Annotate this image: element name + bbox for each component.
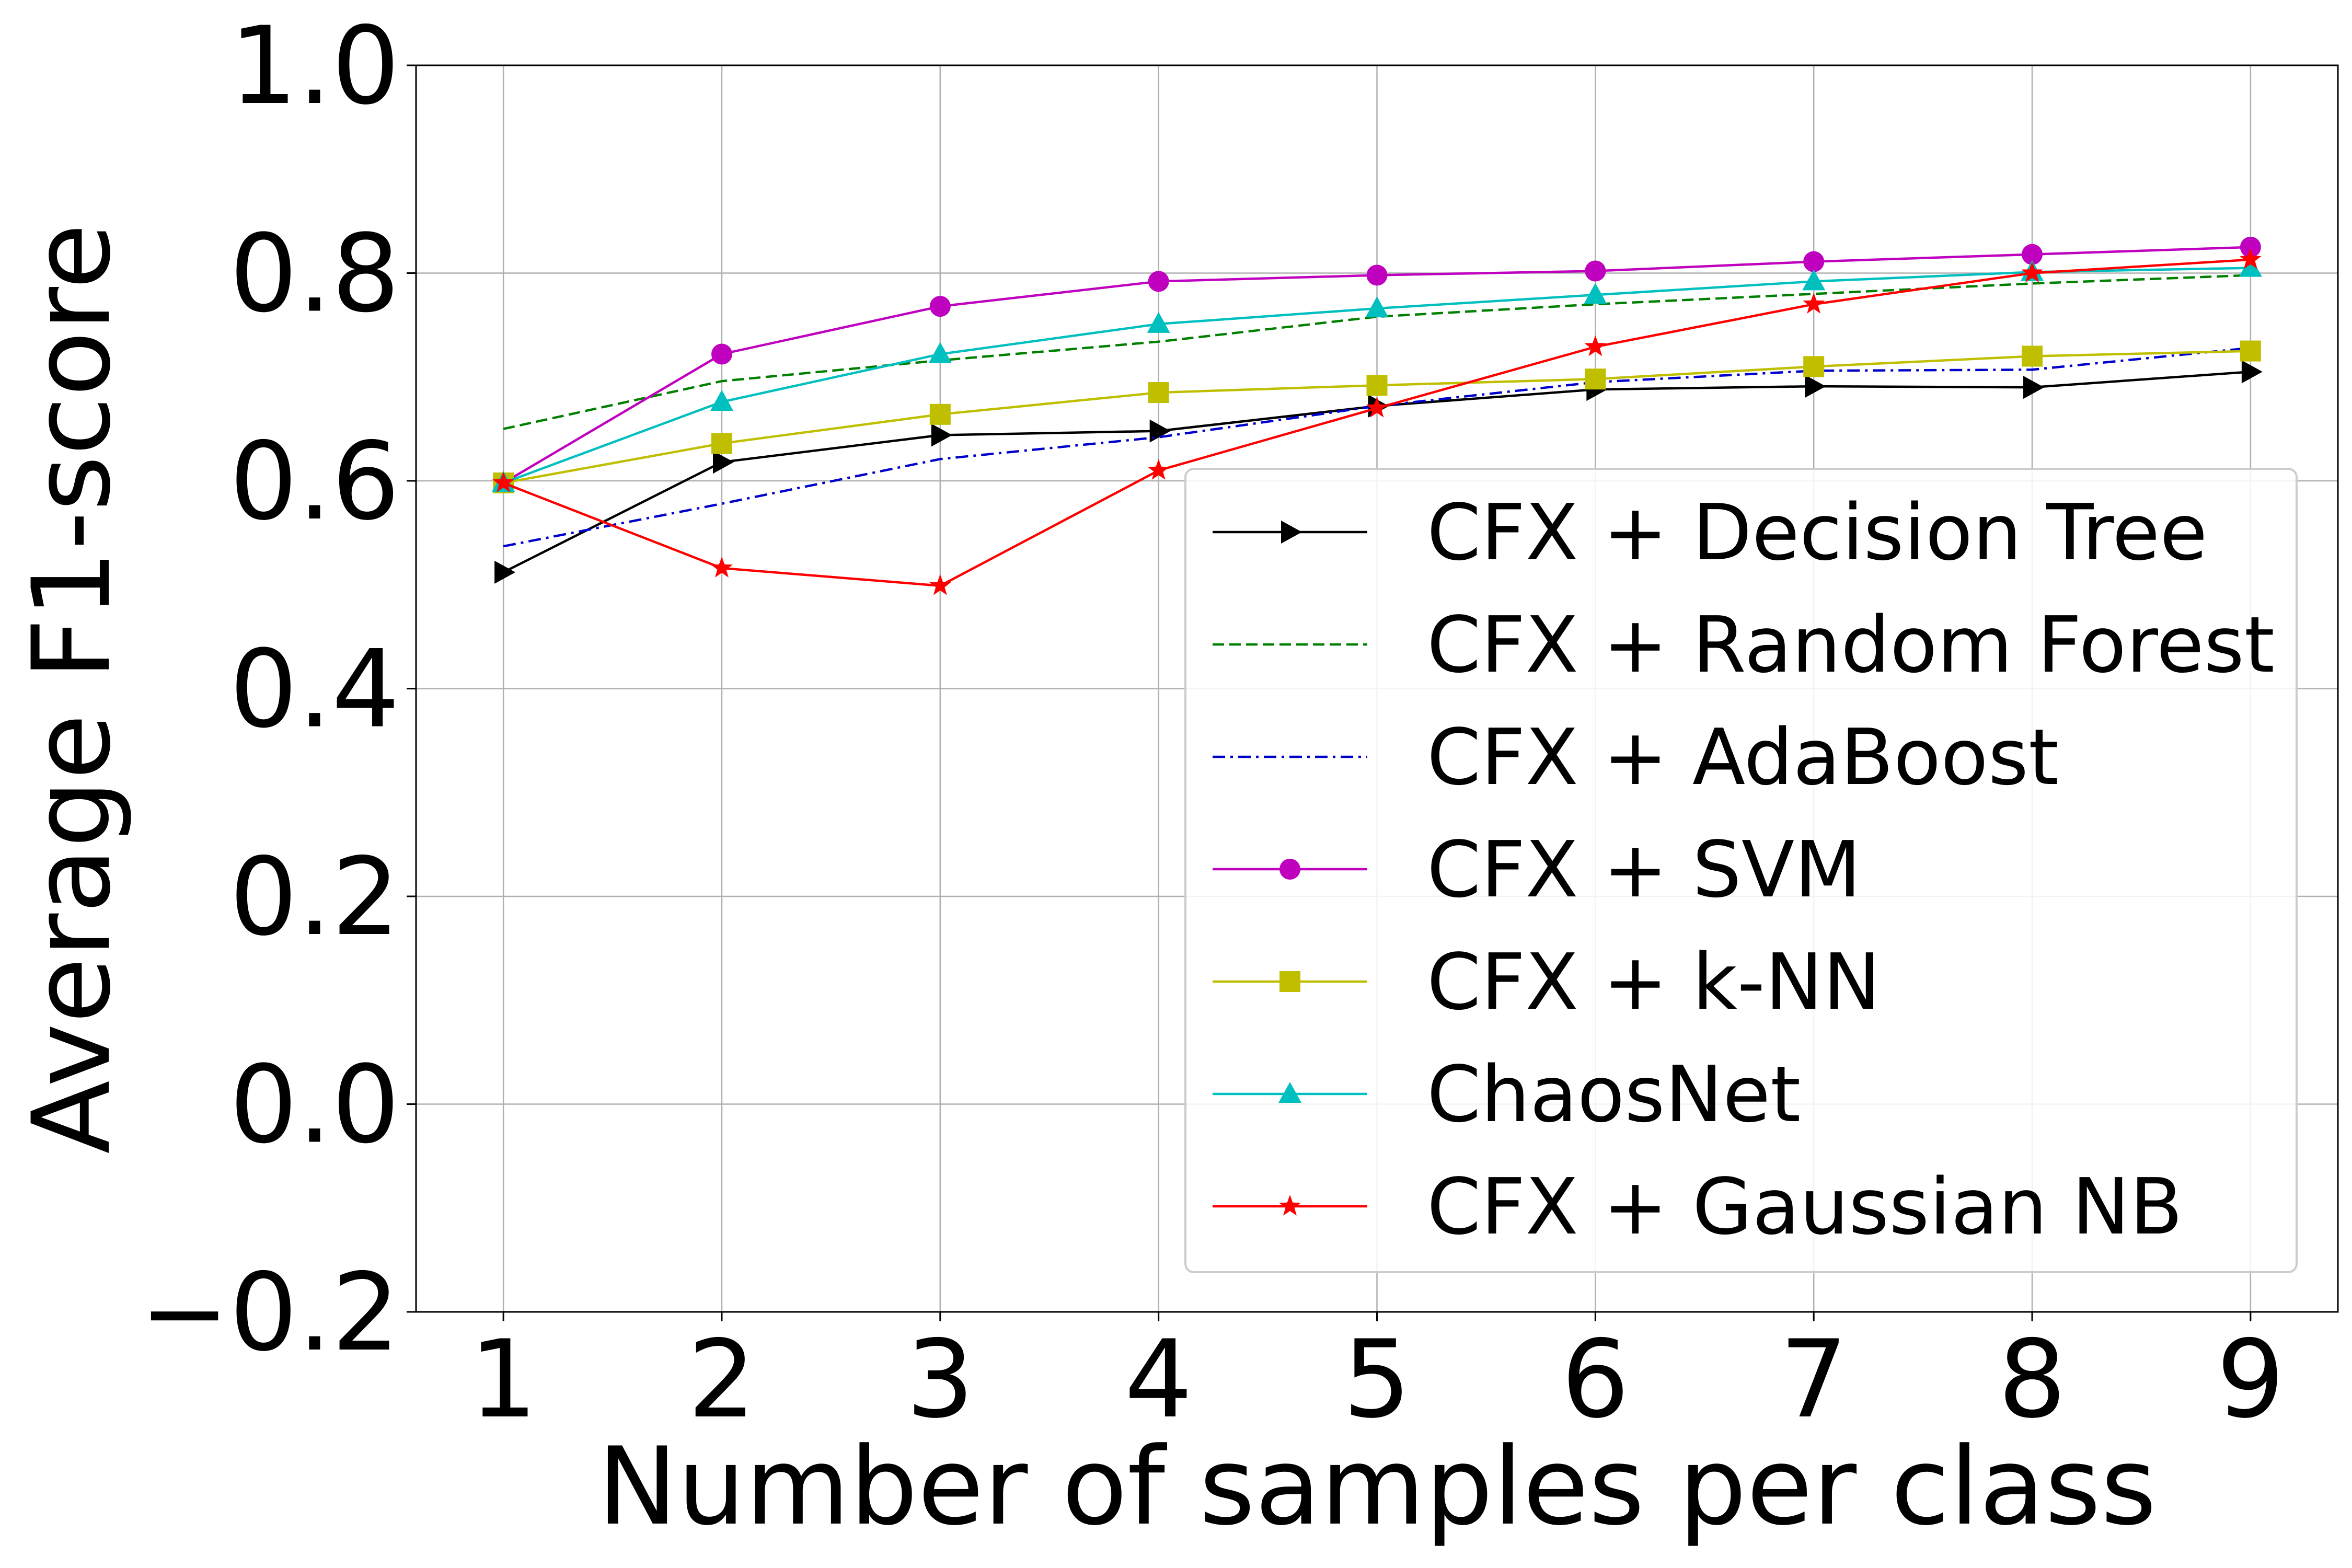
legend-item: CFX + k-NN xyxy=(1213,937,1881,1027)
legend-item: CFX + SVM xyxy=(1213,825,1861,915)
y-tick-label: 0.2 xyxy=(229,835,400,960)
x-tick-label: 4 xyxy=(1124,1318,1192,1442)
legend-item: CFX + Gaussian NB xyxy=(1213,1162,2183,1252)
x-tick-label: 7 xyxy=(1780,1318,1848,1442)
data-point-star xyxy=(1279,1195,1301,1216)
legend-label: CFX + Decision Tree xyxy=(1427,488,2207,578)
legend-item: CFX + Random Forest xyxy=(1213,600,2275,690)
data-point-star xyxy=(1803,293,1825,314)
data-point-square xyxy=(2240,340,2261,362)
series-cfx-gaussian-nb xyxy=(492,248,2262,595)
data-point-circle xyxy=(2240,236,2261,258)
axis-ticks: 1 2 3 4 5 6 7 8 9 −0.2 0.0 0.2 0.4 0.6 0.8 1.0 xyxy=(140,4,2285,1442)
data-point-star xyxy=(1366,396,1388,418)
data-point-square xyxy=(1279,971,1300,992)
data-point-circle xyxy=(1279,859,1300,880)
legend-box xyxy=(1184,468,2298,1273)
data-point-triangle xyxy=(1805,375,1826,398)
series-chaosnet xyxy=(492,256,2262,492)
series-cfx-adaboost xyxy=(503,347,2251,548)
data-point-triangle xyxy=(1281,521,1302,544)
data-point-triangle xyxy=(928,342,952,363)
legend-label: CFX + SVM xyxy=(1427,825,1861,915)
y-tick-label: −0.2 xyxy=(140,1251,400,1375)
data-point-triangle xyxy=(1278,1082,1301,1103)
data-point-triangle xyxy=(1147,312,1170,333)
x-tick-label: 1 xyxy=(469,1318,537,1442)
data-point-star xyxy=(929,574,951,595)
legend-label: CFX + AdaBoost xyxy=(1427,712,2059,802)
data-point-triangle xyxy=(2239,256,2262,277)
series-line xyxy=(503,274,2251,430)
y-tick-label: 0.8 xyxy=(229,212,400,337)
data-point-square xyxy=(711,433,732,454)
data-point-circle xyxy=(1148,271,1169,292)
data-point-circle xyxy=(929,296,951,317)
data-point-square xyxy=(1803,356,1825,377)
data-point-circle xyxy=(711,343,732,365)
legend: CFX + Decision Tree CFX + Random Forest CF… xyxy=(1184,468,2298,1273)
y-axis-title: Average F1-score xyxy=(10,223,134,1154)
data-point-star xyxy=(1584,335,1607,356)
data-point-circle xyxy=(1366,264,1388,286)
data-point-triangle xyxy=(2023,376,2045,399)
legend-label: CFX + k-NN xyxy=(1427,937,1881,1027)
data-point-triangle xyxy=(931,423,952,447)
data-point-star xyxy=(2021,261,2043,283)
data-point-star xyxy=(2239,248,2262,269)
data-point-triangle xyxy=(712,451,734,474)
data-point-triangle xyxy=(1584,283,1607,304)
y-tick-label: 0.0 xyxy=(229,1043,400,1168)
legend-item: ChaosNet xyxy=(1213,1050,1801,1139)
data-point-square xyxy=(1585,368,1606,390)
legend-item: CFX + AdaBoost xyxy=(1213,712,2059,802)
x-tick-label: 6 xyxy=(1561,1318,1629,1442)
data-point-triangle xyxy=(1365,296,1389,318)
plot-series xyxy=(492,236,2263,595)
data-point-square xyxy=(1148,382,1169,403)
y-tick-label: 0.4 xyxy=(229,628,400,752)
data-point-triangle xyxy=(1802,269,1826,291)
x-tick-label: 5 xyxy=(1343,1318,1411,1442)
y-tick-label: 0.6 xyxy=(229,420,400,544)
data-point-star xyxy=(1147,459,1170,480)
data-point-triangle xyxy=(710,389,733,411)
data-point-star xyxy=(711,557,733,578)
y-tick-label: 1.0 xyxy=(229,4,400,129)
data-point-square xyxy=(1366,375,1388,396)
data-point-circle xyxy=(1585,260,1606,282)
x-tick-label: 2 xyxy=(688,1318,756,1442)
series-cfx-random-forest xyxy=(503,274,2251,430)
legend-label: ChaosNet xyxy=(1427,1050,1801,1139)
data-point-square xyxy=(929,403,951,425)
legend-item: CFX + Decision Tree xyxy=(1213,488,2207,578)
data-point-square xyxy=(2022,345,2043,367)
data-point-circle xyxy=(2022,244,2043,265)
legend-label: CFX + Random Forest xyxy=(1427,600,2275,690)
data-point-triangle xyxy=(2241,360,2263,384)
data-point-star xyxy=(492,471,515,492)
x-tick-label: 8 xyxy=(1998,1318,2066,1442)
legend-label: CFX + Gaussian NB xyxy=(1427,1162,2183,1252)
x-tick-label: 9 xyxy=(2217,1318,2285,1442)
x-axis-title: Number of samples per class xyxy=(597,1425,2157,1549)
data-point-triangle xyxy=(494,560,516,584)
series-line xyxy=(503,347,2251,548)
data-point-circle xyxy=(1803,251,1825,272)
data-point-triangle xyxy=(1149,419,1171,443)
x-tick-label: 3 xyxy=(906,1318,974,1442)
